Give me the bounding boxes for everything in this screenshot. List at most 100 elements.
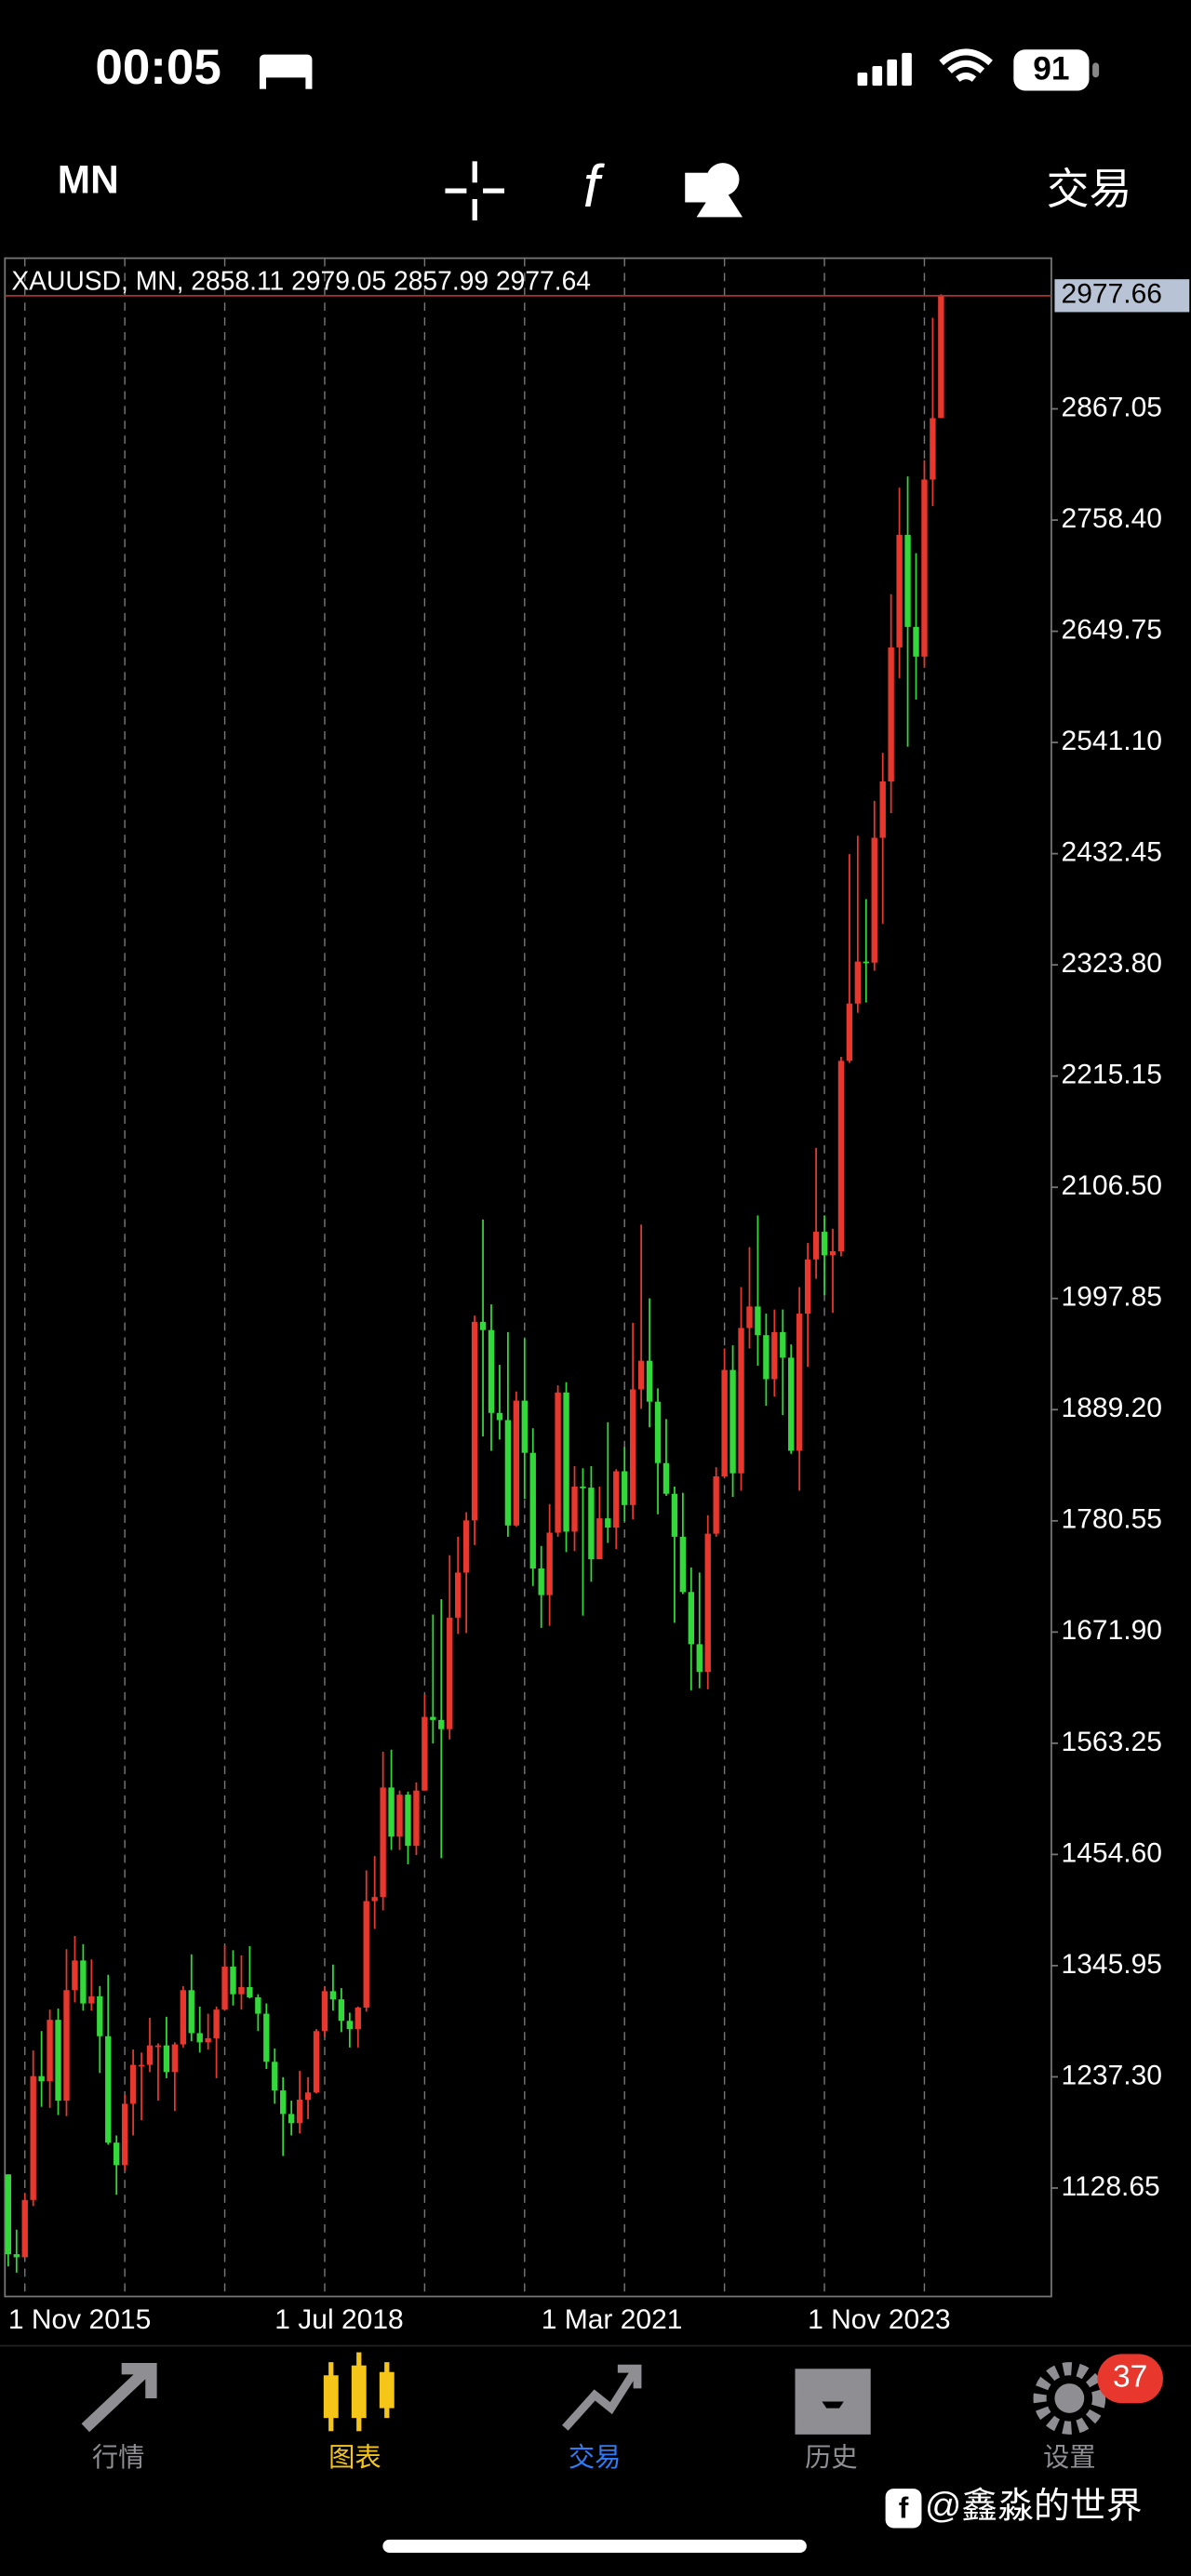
candle-body: [346, 2021, 354, 2030]
candle-body: [205, 2037, 211, 2043]
candle-body: [13, 2254, 20, 2258]
candle-body: [613, 1471, 620, 1528]
objects-button[interactable]: [685, 163, 743, 218]
candle-body: [97, 1995, 103, 2036]
tab-chart[interactable]: 图表: [328, 2442, 381, 2472]
candle-body: [571, 1486, 578, 1532]
tab-history[interactable]: 历史: [805, 2442, 857, 2472]
candle-body: [721, 1369, 728, 1476]
candle-body: [904, 534, 911, 627]
candle-body: [771, 1331, 778, 1380]
candle-body: [363, 1901, 369, 2008]
y-tick-label: 2649.75: [1062, 614, 1162, 645]
candle-body: [846, 1003, 853, 1061]
battery-cap: [1092, 62, 1100, 78]
candle-body: [121, 2103, 128, 2166]
candle-body: [622, 1471, 628, 1505]
badge-count: 37: [1113, 2360, 1147, 2395]
candle-body: [88, 1995, 95, 2004]
candle-body: [605, 1518, 611, 1528]
candle-body: [355, 2007, 361, 2030]
candle-body: [646, 1360, 653, 1402]
candle-body: [430, 1716, 436, 1720]
candle-body: [163, 2045, 170, 2073]
tab-trade-icon: [562, 2364, 642, 2431]
candle-body: [72, 1960, 78, 1991]
candle-body: [114, 2142, 120, 2166]
signal-icon: [857, 52, 912, 87]
candle-body: [871, 837, 877, 963]
candle-body: [513, 1400, 520, 1526]
candle-body: [755, 1306, 761, 1336]
crosshair-button[interactable]: [445, 161, 505, 220]
candle-body: [555, 1392, 561, 1533]
candle-body: [521, 1400, 528, 1453]
tab-quotes-icon: [81, 2363, 157, 2433]
candle-body: [296, 2099, 303, 2124]
battery: [1013, 49, 1090, 91]
candle-body: [329, 1991, 337, 2000]
candle-body: [596, 1518, 603, 1560]
candle-body: [563, 1392, 569, 1532]
y-tick-label: 1237.30: [1062, 2060, 1162, 2090]
candle-body: [471, 1321, 478, 1521]
candle-body: [280, 2090, 287, 2115]
candle-body: [713, 1475, 719, 1534]
watermark: @鑫淼的世界: [925, 2487, 1143, 2527]
candle-body: [221, 1966, 228, 2010]
candle-body: [55, 2020, 61, 2102]
candle-body: [146, 2045, 154, 2065]
candle-body: [413, 1790, 420, 1847]
candle-body: [230, 1966, 236, 1995]
y-tick-label: 2758.40: [1062, 503, 1162, 534]
candle-body: [746, 1306, 753, 1328]
y-tick-label: 2215.15: [1062, 1060, 1162, 1090]
badge: [1097, 2354, 1163, 2404]
candle-body: [455, 1572, 462, 1618]
candle-body: [21, 2199, 28, 2258]
trade-button[interactable]: 交易: [1047, 165, 1132, 213]
candle-body: [321, 1991, 328, 2032]
candle-body: [837, 1061, 845, 1251]
timeframe-button[interactable]: MN: [58, 157, 119, 201]
candle-body: [938, 295, 944, 419]
candle-body: [304, 2092, 312, 2100]
tab-quotes[interactable]: 行情: [92, 2442, 144, 2472]
candle-body: [38, 2075, 45, 2082]
home-indicator: [382, 2539, 807, 2553]
sleep-icon: [259, 54, 313, 89]
tab-trade[interactable]: 交易: [569, 2442, 621, 2472]
candle-body: [171, 2044, 179, 2073]
candle-body: [272, 2062, 278, 2091]
candle-body: [447, 1617, 453, 1729]
chart: 1128.65 1237.30 1345.95 1454.60 1563.25 1671.…: [5, 258, 1190, 2335]
tab-settings-hub: [1054, 2383, 1085, 2413]
candle-body: [763, 1335, 769, 1380]
tab-settings[interactable]: 设置: [1043, 2442, 1095, 2472]
candle-body: [580, 1486, 586, 1488]
y-tick-label: 1780.55: [1062, 1504, 1162, 1535]
candle-body: [238, 1986, 245, 1995]
candle-body: [546, 1532, 553, 1595]
indicators-button[interactable]: f: [583, 153, 606, 220]
tab-chart-icon: [323, 2352, 395, 2432]
candle-body: [738, 1328, 744, 1474]
candle-body: [462, 1520, 470, 1573]
clock: 00:05: [95, 40, 221, 95]
candle-body: [662, 1462, 670, 1494]
candle-body: [671, 1493, 678, 1537]
candle-body: [380, 1787, 386, 1898]
y-tick-label: 1563.25: [1062, 1727, 1162, 1757]
candle-body: [704, 1533, 711, 1673]
candle-body: [930, 418, 936, 480]
candle-body: [80, 1960, 87, 2004]
candle-body: [30, 2075, 36, 2200]
candle-body: [863, 961, 869, 964]
candle-body: [288, 2114, 295, 2124]
tab-history-icon: [795, 2369, 871, 2435]
candle-body: [313, 2031, 320, 2093]
candle-body: [5, 2174, 12, 2255]
candle-body: [496, 1412, 503, 1421]
candle-body: [255, 1996, 261, 2014]
